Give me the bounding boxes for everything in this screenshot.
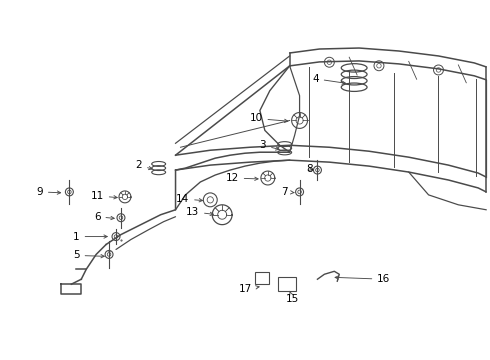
Text: 3: 3 — [260, 140, 279, 150]
Text: 16: 16 — [335, 274, 391, 284]
Text: 9: 9 — [36, 187, 61, 197]
Text: 1: 1 — [73, 231, 107, 242]
Bar — [255, 272, 269, 284]
Text: 10: 10 — [249, 113, 288, 123]
Text: 5: 5 — [73, 251, 104, 260]
Text: 2: 2 — [136, 160, 152, 170]
Text: 6: 6 — [94, 212, 114, 222]
Text: 12: 12 — [225, 173, 258, 183]
Text: 8: 8 — [306, 164, 313, 174]
Text: 7: 7 — [281, 187, 294, 197]
Text: 15: 15 — [286, 291, 299, 304]
Text: 4: 4 — [312, 74, 345, 84]
Bar — [278, 277, 295, 291]
Text: 17: 17 — [238, 284, 259, 294]
Text: 11: 11 — [91, 191, 117, 201]
Text: 14: 14 — [176, 194, 202, 204]
Text: 13: 13 — [186, 207, 214, 217]
